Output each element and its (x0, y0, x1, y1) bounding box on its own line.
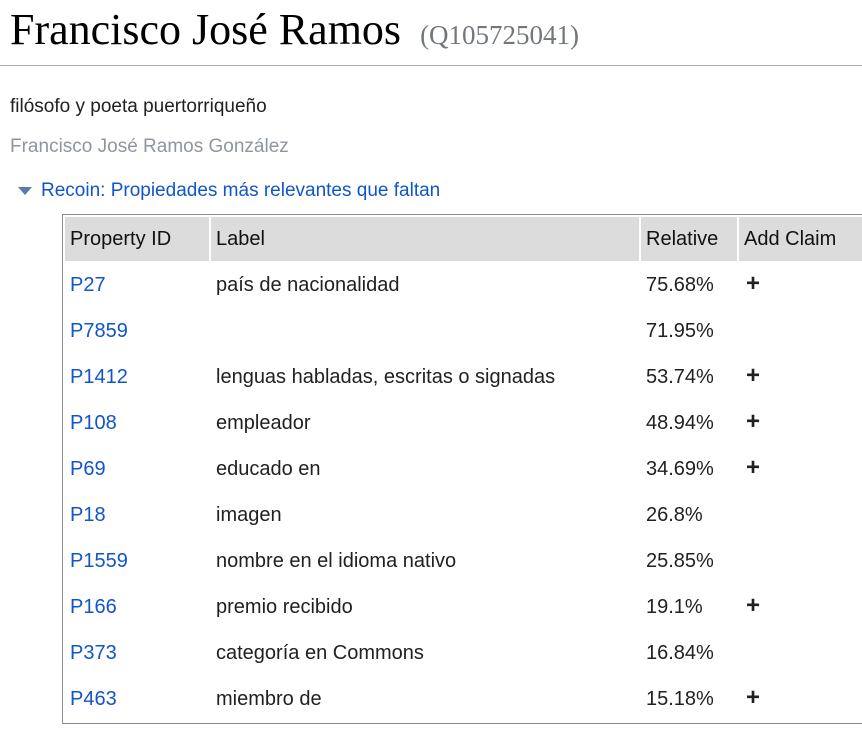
add-claim-cell (739, 539, 862, 583)
property-id-link[interactable]: P18 (70, 503, 106, 526)
property-id-cell: P18 (65, 493, 209, 537)
add-claim-button[interactable]: + (746, 591, 761, 619)
add-claim-cell (739, 309, 862, 353)
table-row: P108 empleador 48.94% + (65, 401, 862, 445)
add-claim-cell: + (739, 585, 862, 629)
add-claim-cell: + (739, 401, 862, 445)
property-label-cell (211, 309, 639, 353)
property-id-link[interactable]: P166 (70, 595, 117, 618)
chevron-down-icon (18, 186, 32, 195)
property-id-cell: P1412 (65, 355, 209, 399)
relative-value-cell: 26.8% (646, 503, 703, 526)
add-claim-cell: + (739, 263, 862, 307)
property-label-cell: nombre en el idioma nativo (216, 549, 457, 572)
property-label-cell: miembro de (216, 687, 322, 710)
property-label-cell: empleador (216, 411, 311, 434)
add-claim-cell (739, 493, 862, 537)
property-label-cell: lenguas habladas, escritas o signadas (216, 365, 556, 388)
property-label-cell: imagen (216, 503, 282, 526)
property-id-link[interactable]: P108 (70, 411, 117, 434)
relative-value-cell: 48.94% (646, 411, 714, 434)
table-row: P18 imagen 26.8% (65, 493, 862, 537)
relative-value-cell: 16.84% (646, 641, 714, 664)
recoin-link[interactable]: Recoin: Propiedades más relevantes que f… (41, 179, 441, 201)
entity-description: filósofo y poeta puertorriqueño (10, 95, 267, 117)
relative-value-cell: 25.85% (646, 549, 714, 572)
add-claim-cell: + (739, 677, 862, 721)
table-row: P1412 lenguas habladas, escritas o signad… (65, 355, 862, 399)
property-label-cell: educado en (216, 457, 321, 480)
add-claim-button[interactable]: + (746, 453, 761, 481)
add-claim-button[interactable]: + (746, 361, 761, 389)
table-row: P69 educado en 34.69% + (65, 447, 862, 491)
property-id-cell: P463 (65, 677, 209, 721)
entity-id: (Q105725041) (420, 20, 580, 50)
property-label-cell: premio recibido (216, 595, 353, 618)
property-id-cell: P27 (65, 263, 209, 307)
table-row: P7859 71.95% (65, 309, 862, 353)
add-claim-cell (739, 631, 862, 675)
property-label-cell: categoría en Commons (216, 641, 424, 664)
entity-alias: Francisco José Ramos González (10, 135, 289, 157)
table-row: P166 premio recibido 19.1% + (65, 585, 862, 629)
property-id-link[interactable]: P7859 (70, 319, 128, 342)
property-id-link[interactable]: P69 (70, 457, 106, 480)
property-id-link[interactable]: P373 (70, 641, 117, 664)
property-id-cell: P1559 (65, 539, 209, 583)
page-title: Francisco José Ramos (Q105725041) (10, 4, 862, 57)
table-row: P463 miembro de 15.18% + (65, 677, 862, 721)
property-id-cell: P7859 (65, 309, 209, 353)
table-row: P27 país de nacionalidad 75.68% + (65, 263, 862, 307)
recoin-missing-properties-table: Property ID Label Relative Add Claim P27… (62, 213, 862, 724)
add-claim-cell: + (739, 447, 862, 491)
property-id-cell: P373 (65, 631, 209, 675)
table-header: Property ID Label Relative Add Claim (65, 216, 862, 261)
add-claim-cell: + (739, 355, 862, 399)
add-claim-button[interactable]: + (746, 683, 761, 711)
title-bar: Francisco José Ramos (Q105725041) (0, 0, 862, 66)
relative-value-cell: 71.95% (646, 319, 714, 342)
relative-value-cell: 19.1% (646, 595, 703, 618)
column-header-add-claim: Add Claim (739, 216, 862, 261)
property-label-cell: país de nacionalidad (216, 273, 400, 296)
table-body: P27 país de nacionalidad 75.68% + P7859 71.95… (65, 263, 862, 721)
add-claim-button[interactable]: + (746, 269, 761, 297)
property-id-link[interactable]: P1412 (70, 365, 128, 388)
property-id-cell: P166 (65, 585, 209, 629)
relative-value-cell: 75.68% (646, 273, 714, 296)
property-id-cell: P69 (65, 447, 209, 491)
property-id-link[interactable]: P463 (70, 687, 117, 710)
property-id-cell: P108 (65, 401, 209, 445)
relative-value-cell: 15.18% (646, 687, 714, 710)
property-id-link[interactable]: P1559 (70, 549, 128, 572)
recoin-section-toggle[interactable]: Recoin: Propiedades más relevantes que f… (18, 180, 862, 202)
entity-label: Francisco José Ramos (10, 5, 402, 54)
relative-value-cell: 53.74% (646, 365, 714, 388)
table-header-row: Property ID Label Relative Add Claim (65, 216, 862, 261)
column-header-label: Label (211, 216, 639, 261)
relative-value-cell: 34.69% (646, 457, 714, 480)
table-row: P373 categoría en Commons 16.84% (65, 631, 862, 675)
property-id-link[interactable]: P27 (70, 273, 106, 296)
table-row: P1559 nombre en el idioma nativo 25.85% (65, 539, 862, 583)
add-claim-button[interactable]: + (746, 407, 761, 435)
column-header-property-id: Property ID (65, 216, 209, 261)
column-header-relative: Relative (641, 216, 737, 261)
